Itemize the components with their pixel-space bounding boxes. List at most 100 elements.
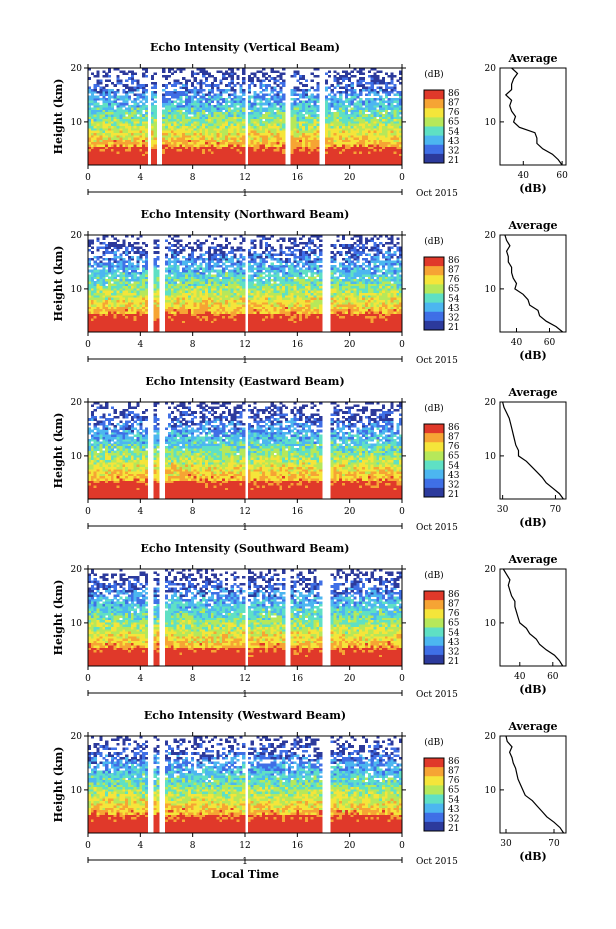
heatmap-cell: [90, 299, 94, 303]
heatmap-cell: [293, 130, 297, 133]
heatmap-cell: [202, 104, 206, 108]
heatmap-cell: [359, 81, 363, 85]
heatmap-cell: [253, 146, 257, 150]
heatmap-cell: [193, 313, 197, 317]
date-suffix: Oct 2015: [416, 189, 458, 199]
heatmap-cell: [153, 134, 157, 138]
heatmap-cell: [344, 116, 349, 120]
heatmap-cell: [376, 325, 380, 328]
heatmap-cell: [110, 100, 114, 103]
heatmap-cell: [193, 301, 197, 305]
heatmap-cell: [190, 162, 194, 166]
heatmap-cell: [170, 107, 174, 110]
heatmap-cell: [296, 320, 300, 324]
heatmap-cell: [370, 130, 374, 133]
heatmap-cell: [330, 134, 334, 138]
heatmap-cell: [253, 306, 257, 310]
heatmap-cell: [362, 102, 366, 106]
heatmap-cell: [213, 153, 217, 157]
heatmap-cell: [336, 132, 340, 136]
heatmap-cell: [122, 121, 126, 124]
heatmap-cell: [347, 304, 351, 307]
heatmap-cell: [270, 125, 274, 129]
heatmap-cell: [339, 81, 343, 85]
heatmap-cell: [105, 318, 109, 321]
heatmap-cell: [304, 102, 309, 106]
heatmap-cell: [399, 116, 403, 120]
heatmap-cell: [379, 162, 383, 166]
heatmap-cell: [116, 79, 120, 83]
heatmap-cell: [230, 114, 234, 117]
heatmap-cell: [256, 98, 260, 101]
heatmap-cell: [333, 116, 337, 120]
heatmap-cell: [133, 144, 137, 147]
heatmap-cell: [384, 315, 389, 319]
heatmap-cell: [187, 304, 192, 307]
heatmap-cell: [293, 318, 297, 321]
heatmap-cell: [313, 74, 317, 78]
heatmap-cell: [353, 146, 357, 150]
heatmap-cell: [379, 153, 383, 157]
heatmap-cell: [105, 137, 109, 140]
heatmap-cell: [327, 107, 331, 110]
heatmap-cell: [213, 315, 217, 319]
heatmap-cell: [279, 329, 283, 333]
heatmap-cell: [302, 325, 306, 328]
heatmap-cell: [113, 144, 117, 147]
heatmap-cell: [316, 139, 320, 143]
heatmap-cell: [119, 123, 123, 127]
heatmap-cell: [310, 128, 314, 131]
heatmap-cell: [267, 104, 271, 108]
heatmap-cell: [90, 72, 94, 76]
heatmap-cell: [279, 104, 283, 108]
heatmap-cell: [196, 329, 200, 333]
heatmap-cell: [370, 315, 374, 319]
heatmap-cell: [119, 313, 123, 317]
heatmap-cell: [336, 308, 340, 312]
colorbar-segment: [424, 146, 444, 149]
heatmap-cell: [88, 299, 92, 303]
heatmap-cell: [299, 130, 303, 133]
heatmap-cell: [102, 98, 106, 101]
heatmap-cell: [307, 102, 311, 106]
heatmap-cell: [373, 93, 377, 97]
heatmap-cell: [173, 79, 177, 83]
heatmap-cell: [384, 320, 389, 324]
chart-title: Echo Intensity (Northward Beam): [141, 208, 350, 221]
heatmap-cell: [136, 322, 140, 326]
heatmap-cell: [190, 304, 194, 307]
heatmap-cell: [105, 320, 109, 324]
heatmap-cell: [122, 70, 126, 73]
heatmap-cell: [205, 79, 209, 83]
heatmap-cell: [105, 325, 109, 328]
heatmap-cell: [267, 98, 271, 101]
heatmap-cell: [210, 130, 214, 133]
heatmap-cell: [130, 114, 134, 117]
heatmap-cell: [88, 77, 92, 80]
colorbar-tick-label: 65: [448, 118, 460, 128]
heatmap-cell: [373, 160, 377, 163]
heatmap-cell: [127, 77, 132, 80]
heatmap-cell: [336, 162, 340, 166]
heatmap-cell: [279, 102, 283, 106]
heatmap-cell: [145, 118, 149, 122]
heatmap-cell: [219, 125, 223, 129]
heatmap-cell: [119, 95, 123, 99]
heatmap-cell: [139, 86, 143, 90]
heatmap-cell: [336, 315, 340, 319]
heatmap-cell: [233, 109, 237, 113]
heatmap-cell: [390, 308, 394, 312]
heatmap-cell: [344, 158, 349, 161]
heatmap-cell: [339, 121, 343, 124]
heatmap-cell: [282, 84, 286, 87]
heatmap-cell: [96, 102, 100, 106]
heatmap-cell: [136, 144, 140, 147]
heatmap-cell: [225, 118, 229, 122]
heatmap-cell: [105, 308, 109, 312]
heatmap-cell: [153, 308, 157, 312]
heatmap-cell: [279, 88, 283, 92]
colorbar-segment: [424, 155, 444, 158]
heatmap-cell: [310, 315, 314, 319]
heatmap-cell: [139, 151, 143, 154]
heatmap-cell: [373, 301, 377, 305]
